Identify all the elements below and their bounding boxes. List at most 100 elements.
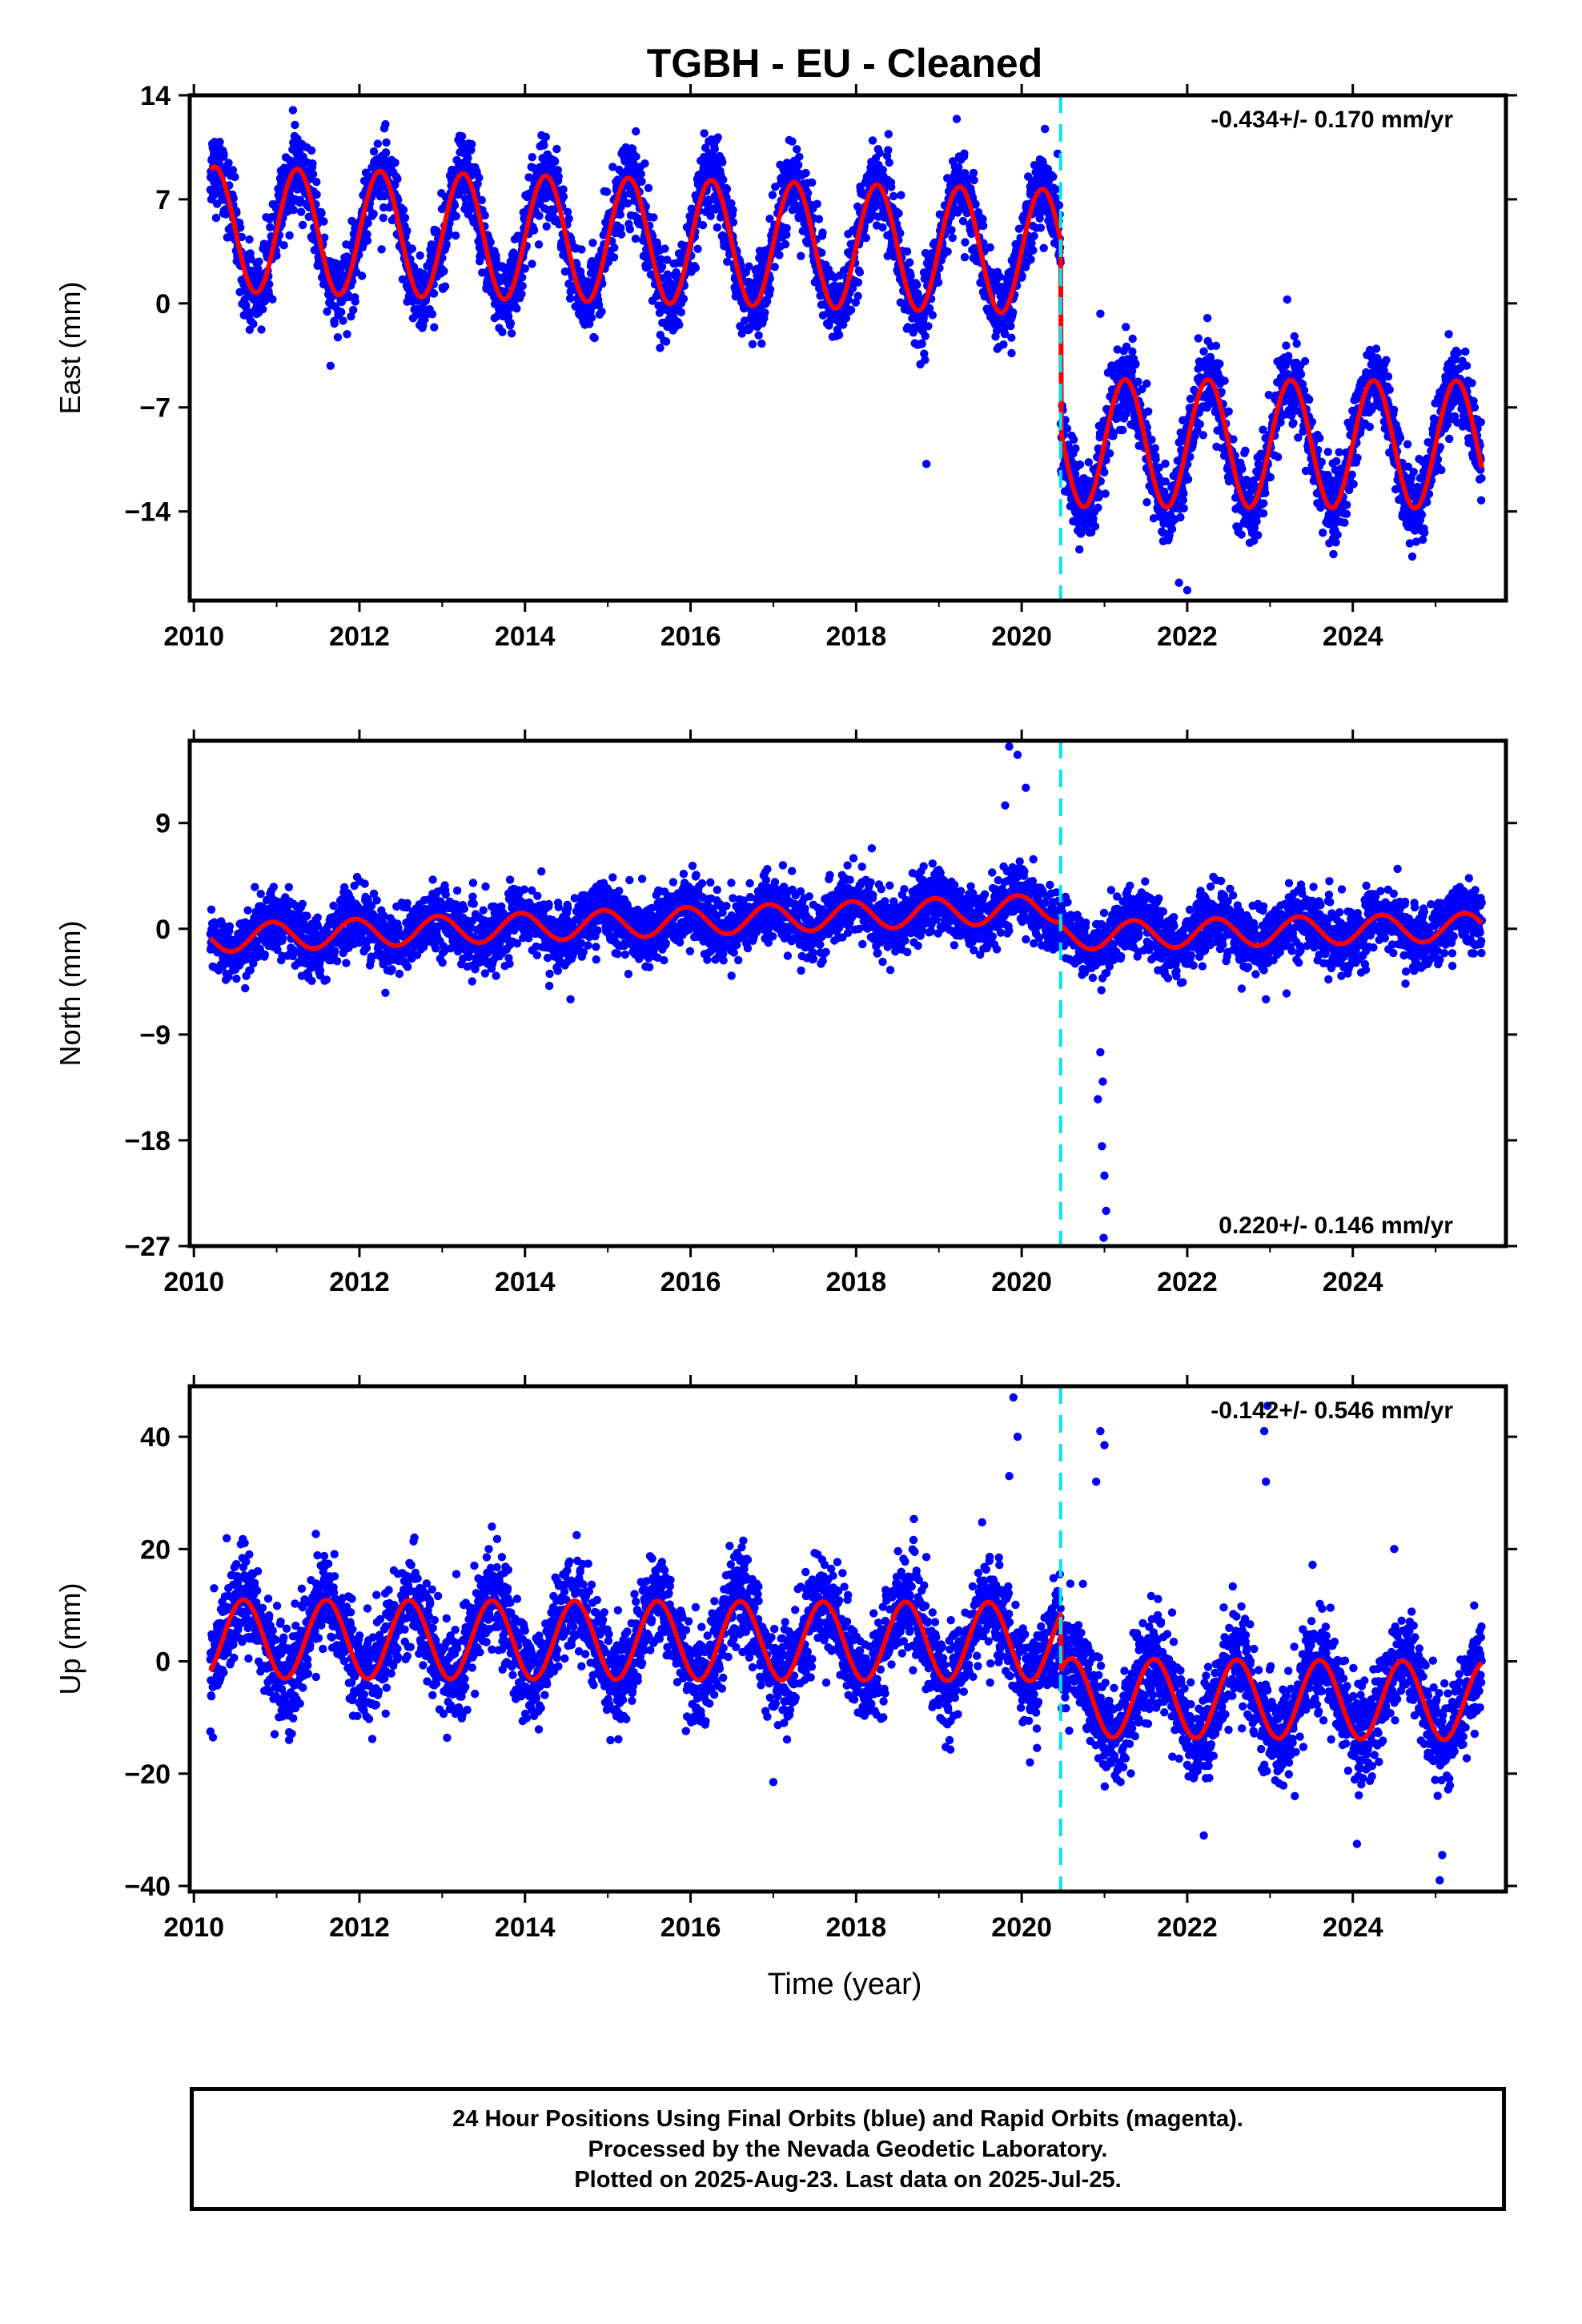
data-point [442, 239, 451, 248]
data-point [215, 138, 224, 147]
data-point [710, 144, 719, 154]
data-point [625, 225, 634, 234]
x-tick-label: 2010 [163, 621, 224, 652]
data-point [391, 159, 400, 167]
data-point [1420, 529, 1429, 537]
data-point [534, 240, 544, 249]
data-point [344, 292, 353, 302]
data-point [604, 258, 613, 267]
data-point [765, 215, 774, 223]
data-point [637, 177, 646, 186]
data-point [740, 316, 749, 325]
data-point [339, 316, 347, 325]
data-point [1323, 448, 1332, 456]
data-point [889, 191, 898, 201]
data-point [373, 139, 382, 148]
data-point [408, 244, 416, 253]
data-point [1238, 464, 1247, 473]
data-point [254, 264, 263, 273]
data-point [782, 223, 791, 233]
data-point [1468, 379, 1476, 388]
data-point [312, 190, 321, 199]
data-point [486, 238, 495, 247]
data-point [878, 223, 887, 232]
data-point [1454, 348, 1463, 357]
data-point [440, 282, 450, 291]
data-point [255, 257, 263, 266]
data-point [855, 267, 865, 277]
data-point [291, 120, 299, 130]
data-point [616, 223, 625, 232]
data-point [656, 344, 665, 352]
data-point [691, 263, 701, 272]
data-point [765, 285, 775, 294]
data-point [788, 137, 797, 146]
data-point [808, 178, 817, 187]
data-point [507, 329, 516, 338]
data-point [1261, 489, 1270, 497]
data-point [587, 313, 596, 322]
data-point [1241, 446, 1250, 455]
data-point [801, 168, 810, 178]
data-point [565, 294, 575, 303]
data-point [323, 307, 331, 316]
data-point [1389, 405, 1399, 414]
data-point [746, 323, 755, 332]
data-point [416, 251, 424, 260]
data-point [1199, 347, 1208, 356]
data-point [629, 159, 638, 168]
data-point [312, 178, 321, 187]
data-point [1407, 552, 1417, 561]
data-point [590, 333, 599, 343]
data-point [947, 226, 956, 235]
data-point [506, 319, 516, 328]
data-point [1274, 452, 1283, 461]
data-point [894, 209, 903, 218]
data-point [1030, 231, 1038, 240]
data-point [1403, 440, 1412, 448]
data-point [794, 160, 803, 170]
data-point [1305, 395, 1314, 404]
data-point [1349, 480, 1358, 489]
data-point [1353, 453, 1362, 462]
data-point [1331, 538, 1340, 547]
data-point [1224, 407, 1233, 416]
data-point [347, 312, 355, 321]
data-point [1254, 531, 1263, 540]
data-point [317, 209, 326, 218]
data-point [1292, 340, 1301, 348]
data-point [1039, 243, 1048, 252]
data-point [403, 227, 412, 235]
data-point [1134, 377, 1142, 386]
data-point [289, 206, 298, 215]
data-point [319, 217, 328, 226]
data-point [1036, 223, 1046, 232]
data-point [663, 270, 672, 279]
data-point [409, 263, 419, 271]
data-point [247, 255, 255, 263]
data-point [520, 264, 529, 273]
data-point [236, 223, 245, 232]
data-point [559, 192, 568, 201]
data-point [661, 244, 669, 253]
data-point [1371, 344, 1381, 353]
data-point [608, 163, 617, 171]
data-point [952, 115, 962, 123]
data-point [761, 308, 769, 317]
data-point [1319, 529, 1327, 537]
data-point [1090, 522, 1100, 531]
data-point [1445, 434, 1454, 444]
data-point [961, 238, 970, 247]
data-point-outlier [1174, 578, 1183, 587]
data-point [719, 175, 728, 184]
data-point [577, 245, 586, 254]
data-point-outlier [1182, 585, 1192, 595]
data-point [381, 148, 391, 157]
data-point [906, 271, 915, 280]
data-point [924, 322, 933, 331]
data-point [713, 133, 722, 142]
data-point [943, 247, 952, 256]
data-point [782, 230, 791, 239]
data-point [921, 356, 930, 364]
data-point [1461, 347, 1470, 356]
